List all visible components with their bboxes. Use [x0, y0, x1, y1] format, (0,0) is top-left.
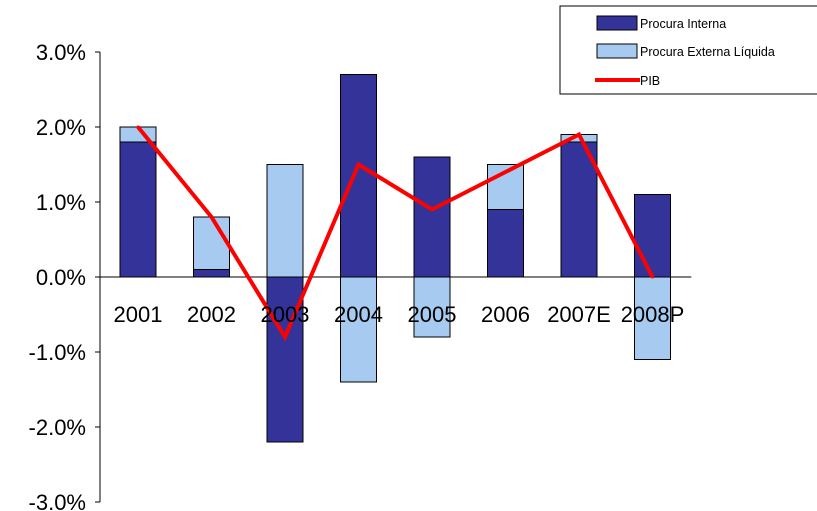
bar-procura-interna-2001 — [119, 141, 157, 278]
series-line-pib — [136, 125, 655, 342]
legend-swatch-procura-interna — [596, 15, 638, 31]
y-tick-label: -1.0% — [29, 340, 86, 365]
x-tick-label: 2004 — [334, 302, 383, 327]
series-point-pib-2003 — [283, 335, 287, 339]
bar-procura-externa-l-quida-2004 — [340, 276, 377, 383]
legend: Procura Interna Procura Externa Líquida … — [559, 5, 817, 95]
x-tick-label: 2007E — [547, 302, 611, 327]
series-point-pib-2002 — [210, 215, 213, 219]
x-axis-labels: 2001 2002 2003 2004 2005 2006 2007E 2008P — [114, 302, 685, 327]
series-point-pib-2006 — [504, 170, 507, 174]
bar-procura-interna-2006 — [487, 209, 524, 278]
bar-procura-externa-l-quida-2008p — [634, 276, 671, 360]
legend-swatch-procura-externa — [596, 43, 638, 59]
bars — [119, 74, 671, 443]
bar-procura-interna-2004 — [340, 74, 377, 278]
bar-procura-interna-2002 — [193, 269, 230, 278]
x-tick-label: 2002 — [187, 302, 236, 327]
bar-procura-externa-l-quida-2002 — [193, 216, 230, 270]
y-tick-label: 1.0% — [36, 190, 86, 215]
y-tick-label: 0.0% — [36, 265, 86, 290]
y-tick-label: 3.0% — [36, 40, 86, 65]
bar-procura-interna-2005 — [413, 156, 451, 278]
bar-procura-externa-l-quida-2003 — [266, 164, 304, 278]
x-tick-label: 2006 — [481, 302, 530, 327]
y-tick-label: -3.0% — [29, 490, 86, 511]
series-point-pib-2005 — [430, 208, 434, 211]
bar-procura-interna-2007e — [560, 141, 598, 278]
series-point-pib-2001 — [136, 125, 140, 129]
bar-procura-externa-l-quida-2005 — [413, 276, 451, 338]
series-point-pib-2008p — [651, 275, 654, 279]
x-tick-label: 2005 — [408, 302, 457, 327]
x-tick-label: 2001 — [114, 302, 163, 327]
series-point-pib-2007e — [577, 133, 581, 136]
bar-procura-interna-2008p — [634, 194, 671, 278]
legend-label-pib: PIB — [640, 74, 660, 88]
y-tick-label: -2.0% — [29, 415, 86, 440]
y-axis: 3.0% 2.0% 1.0% 0.0% -1.0% -2.0% -3.0% — [29, 40, 101, 511]
pib-line — [136, 125, 655, 342]
y-tick-label: 2.0% — [36, 115, 86, 140]
legend-label-procura-externa: Procura Externa Líquida — [640, 45, 775, 59]
x-tick-label: 2008P — [621, 302, 685, 327]
series-point-pib-2004 — [357, 163, 360, 166]
legend-label-procura-interna: Procura Interna — [640, 17, 726, 31]
x-tick-label: 2003 — [261, 302, 310, 327]
